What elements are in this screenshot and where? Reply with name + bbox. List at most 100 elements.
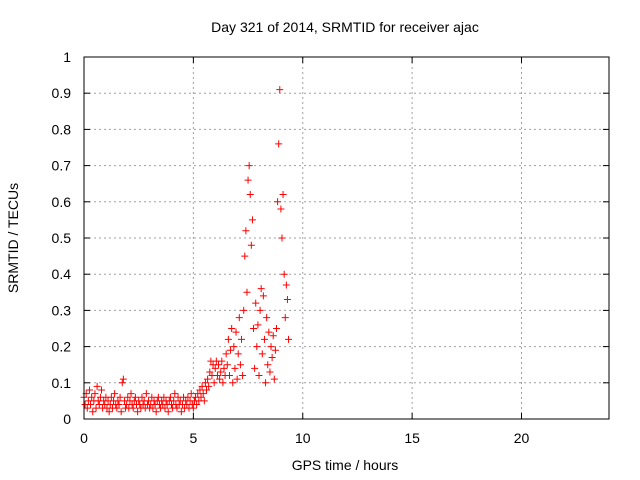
data-point: [187, 390, 195, 398]
data-point: [204, 375, 212, 383]
data-point: [98, 386, 105, 394]
data-point: [196, 386, 204, 394]
data-point: [89, 408, 97, 416]
data-point: [134, 408, 142, 416]
data-point: [203, 386, 210, 394]
y-tick-label: 0: [63, 411, 71, 427]
x-axis-label: GPS time / hours: [292, 457, 399, 473]
data-point: [115, 401, 123, 409]
data-point: [198, 382, 206, 390]
data-point: [223, 361, 231, 369]
data-point: [231, 364, 239, 372]
data-point: [184, 393, 192, 401]
x-tick-label: 20: [514, 430, 530, 446]
data-point: [131, 393, 139, 401]
data-point: [171, 390, 179, 398]
data-point: [206, 368, 214, 376]
data-point: [277, 205, 285, 213]
data-point: [242, 227, 250, 235]
data-point: [276, 86, 284, 94]
axis-ticks: [83, 56, 609, 420]
data-point: [93, 382, 101, 390]
x-tick-label: 10: [295, 430, 311, 446]
data-point: [253, 343, 261, 351]
x-tick-label: 5: [189, 430, 197, 446]
data-point: [255, 372, 263, 380]
data-point: [105, 408, 113, 416]
data-point: [83, 404, 91, 412]
data-point: [247, 241, 255, 249]
data-point: [200, 397, 208, 405]
data-point: [219, 379, 227, 387]
data-point: [129, 404, 137, 412]
data-point: [269, 332, 277, 340]
data-point: [274, 198, 282, 206]
data-point: [107, 393, 115, 401]
data-point: [213, 372, 221, 380]
data-point: [189, 404, 197, 412]
data-point: [229, 379, 237, 387]
data-point: [241, 252, 249, 260]
data-point: [199, 390, 207, 398]
data-point: [216, 375, 224, 383]
data-point: [87, 401, 95, 409]
data-point: [275, 140, 283, 148]
data-point: [85, 386, 93, 394]
data-point: [201, 379, 209, 387]
data-point: [210, 379, 218, 387]
y-tick-label: 0.4: [52, 266, 72, 282]
data-point: [271, 346, 279, 354]
data-point: [218, 357, 226, 365]
data-point: [124, 393, 132, 401]
data-point: [228, 325, 236, 332]
x-tick-label: 15: [404, 430, 420, 446]
data-point: [232, 328, 240, 336]
data-point: [222, 350, 230, 358]
data-point: [205, 382, 213, 390]
data-point: [148, 393, 156, 401]
data-point: [224, 335, 232, 343]
data-point: [235, 314, 243, 322]
chart-title: Day 321 of 2014, SRMTID for receiver aja…: [211, 19, 479, 35]
data-point: [239, 372, 247, 380]
data-point: [250, 325, 258, 332]
data-point: [111, 390, 119, 398]
data-point: [266, 368, 274, 376]
data-point: [227, 346, 235, 354]
data-point: [116, 393, 124, 401]
data-point: [225, 372, 233, 380]
data-point: [270, 375, 278, 383]
data-point: [238, 335, 245, 343]
x-tick-labels: 0 5 10 15 20: [80, 430, 529, 446]
data-point: [279, 191, 287, 199]
data-point: [142, 390, 150, 398]
data-point: [278, 234, 286, 242]
data-point: [118, 379, 126, 387]
y-tick-label: 0.9: [52, 85, 72, 101]
data-point: [149, 404, 157, 412]
data-point: [268, 353, 276, 361]
data-point: [211, 364, 219, 372]
data-point: [170, 397, 178, 405]
data-point: [160, 393, 168, 401]
data-point: [257, 285, 265, 293]
data-point: [262, 379, 270, 387]
data-point: [236, 361, 244, 369]
data-point: [252, 299, 260, 307]
y-tick-label: 0.2: [52, 339, 72, 355]
data-point: [215, 361, 223, 369]
data-point: [113, 404, 121, 412]
data-point: [283, 296, 291, 304]
data-point: [263, 314, 271, 322]
data-point: [177, 408, 185, 416]
data-point: [127, 390, 135, 398]
y-tick-label: 0.3: [52, 302, 72, 318]
y-tick-labels: 0 0.1 0.2 0.3 0.4 0.5 0.6 0.7 0.8 0.9 1: [52, 49, 72, 427]
data-point: [217, 368, 225, 376]
data-point: [240, 306, 248, 314]
data-point: [256, 306, 264, 314]
grid-lines: [84, 57, 609, 419]
data-point: [161, 404, 169, 412]
data-point: [251, 364, 259, 372]
y-tick-label: 0.8: [52, 121, 72, 137]
